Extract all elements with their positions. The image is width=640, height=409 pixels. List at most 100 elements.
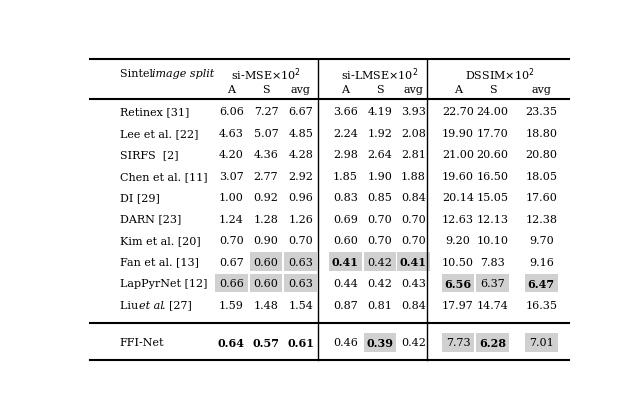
Text: 16.50: 16.50 [477,171,509,181]
Text: 12.13: 12.13 [477,214,509,224]
Text: 6.67: 6.67 [289,107,313,117]
Text: 6.56: 6.56 [444,278,472,289]
Text: 6.47: 6.47 [528,278,555,289]
Text: 0.60: 0.60 [333,236,358,245]
Text: A: A [341,85,349,95]
Text: 17.70: 17.70 [477,128,509,139]
Text: 1.59: 1.59 [219,300,244,310]
Text: Liu: Liu [120,300,141,310]
Text: S: S [262,85,270,95]
Text: 3.93: 3.93 [401,107,426,117]
Text: 0.70: 0.70 [219,236,244,245]
Text: 15.05: 15.05 [477,193,509,203]
Text: 0.61: 0.61 [287,337,314,348]
Text: 3.66: 3.66 [333,107,358,117]
Text: 14.74: 14.74 [477,300,509,310]
Text: 21.00: 21.00 [442,150,474,160]
Text: et al: et al [138,300,163,310]
Text: 0.42: 0.42 [367,279,392,288]
Text: 18.80: 18.80 [525,128,557,139]
Text: 1.24: 1.24 [219,214,244,224]
Text: avg: avg [403,85,423,95]
Text: 2.64: 2.64 [367,150,392,160]
Text: 0.69: 0.69 [333,214,358,224]
Text: 0.64: 0.64 [218,337,244,348]
Text: 0.85: 0.85 [367,193,392,203]
Text: 0.41: 0.41 [332,256,359,267]
Text: 0.70: 0.70 [368,214,392,224]
Text: 0.57: 0.57 [253,337,280,348]
Bar [476,274,509,292]
Text: si-LMSE$\times$10$^2$: si-LMSE$\times$10$^2$ [340,66,418,83]
Bar [364,333,396,352]
Text: avg: avg [291,85,310,95]
Text: 2.92: 2.92 [288,171,313,181]
Text: 0.42: 0.42 [367,257,392,267]
Text: FFI-Net: FFI-Net [120,337,164,348]
Text: LapPyrNet [12]: LapPyrNet [12] [120,279,207,288]
Text: 10.50: 10.50 [442,257,474,267]
Text: 6.37: 6.37 [480,279,505,288]
Text: 0.43: 0.43 [401,279,426,288]
Text: 0.96: 0.96 [288,193,313,203]
Text: 0.83: 0.83 [333,193,358,203]
Bar [250,253,282,271]
Text: 9.70: 9.70 [529,236,554,245]
Text: Kim et al. [20]: Kim et al. [20] [120,236,200,245]
Text: 7.83: 7.83 [480,257,505,267]
Text: S: S [376,85,384,95]
Text: DARN [23]: DARN [23] [120,214,181,224]
Text: Chen et al. [11]: Chen et al. [11] [120,171,207,181]
Text: 0.70: 0.70 [368,236,392,245]
Text: 1.28: 1.28 [253,214,278,224]
Bar [525,333,557,352]
Text: 0.84: 0.84 [401,300,426,310]
Text: image split: image split [152,69,214,79]
Text: 16.35: 16.35 [525,300,557,310]
Text: 0.90: 0.90 [253,236,278,245]
Text: 0.60: 0.60 [253,257,278,267]
Text: 0.87: 0.87 [333,300,358,310]
Text: 0.63: 0.63 [288,279,313,288]
Text: Retinex [31]: Retinex [31] [120,107,189,117]
Text: 1.88: 1.88 [401,171,426,181]
Text: 0.41: 0.41 [400,256,427,267]
Text: 19.60: 19.60 [442,171,474,181]
Text: 0.92: 0.92 [253,193,278,203]
Text: 0.42: 0.42 [401,337,426,348]
Bar [329,253,362,271]
Text: Lee et al. [22]: Lee et al. [22] [120,128,198,139]
Text: 12.38: 12.38 [525,214,557,224]
Text: 4.36: 4.36 [253,150,278,160]
Text: 0.39: 0.39 [367,337,394,348]
Text: 0.44: 0.44 [333,279,358,288]
Text: 7.73: 7.73 [445,337,470,348]
Text: 20.14: 20.14 [442,193,474,203]
Bar [525,274,557,292]
Text: 2.77: 2.77 [253,171,278,181]
Text: 9.20: 9.20 [445,236,470,245]
Text: 10.10: 10.10 [477,236,509,245]
Text: 18.05: 18.05 [525,171,557,181]
Text: 9.16: 9.16 [529,257,554,267]
Text: Fan et al. [13]: Fan et al. [13] [120,257,198,267]
Text: 23.35: 23.35 [525,107,557,117]
Text: 17.60: 17.60 [525,193,557,203]
Text: 1.90: 1.90 [367,171,392,181]
Text: DSSIM$\times$10$^2$: DSSIM$\times$10$^2$ [465,66,534,83]
Bar [442,274,474,292]
Text: 5.07: 5.07 [253,128,278,139]
Text: . [27]: . [27] [163,300,192,310]
Text: 1.92: 1.92 [367,128,392,139]
Text: S: S [489,85,497,95]
Text: 1.54: 1.54 [288,300,313,310]
Text: 6.06: 6.06 [219,107,244,117]
Bar [364,253,396,271]
Text: 1.48: 1.48 [253,300,278,310]
Text: DI [29]: DI [29] [120,193,159,203]
Text: 22.70: 22.70 [442,107,474,117]
Text: 20.80: 20.80 [525,150,557,160]
Bar [284,253,317,271]
Text: 19.90: 19.90 [442,128,474,139]
Text: 6.28: 6.28 [479,337,506,348]
